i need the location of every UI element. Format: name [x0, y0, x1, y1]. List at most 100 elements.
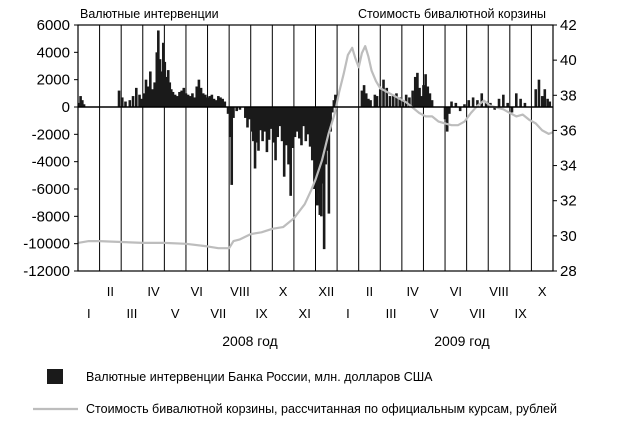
intervention-bar [334, 94, 337, 107]
intervention-bar [289, 107, 292, 196]
intervention-bar [188, 96, 192, 107]
month-label: XI [299, 306, 311, 321]
left-tick-label: -2000 [32, 126, 70, 143]
intervention-bar [228, 107, 232, 138]
intervention-bar [253, 107, 257, 169]
intervention-bar [308, 107, 312, 147]
right-tick-label: 30 [560, 228, 577, 245]
left-tick-label: 4000 [37, 44, 70, 61]
right-tick-label: 40 [560, 52, 577, 69]
intervention-bar [230, 107, 234, 185]
intervention-bar [322, 107, 326, 250]
intervention-bar [378, 89, 382, 107]
intervention-bar [201, 93, 205, 107]
intervention-bar [326, 107, 329, 151]
intervention-bar [191, 93, 194, 107]
intervention-bar [395, 93, 398, 107]
intervention-bar [514, 93, 518, 107]
intervention-bar [258, 107, 262, 131]
intervention-bar [184, 93, 188, 107]
intervention-bar [329, 107, 332, 132]
intervention-bar [306, 107, 310, 135]
intervention-bar [250, 107, 254, 132]
left-axis-ticks: 6000 4000 2000 0 -2000 -4000 -6000 -8000 -10000 -… [23, 17, 78, 280]
intervention-bar [206, 97, 209, 107]
intervention-bar [171, 91, 175, 107]
intervention-bar [160, 71, 164, 107]
intervention-bar [82, 104, 86, 107]
intervention-bar [165, 76, 168, 107]
intervention-bar [186, 94, 190, 107]
intervention-bar [543, 89, 547, 107]
month-label: VI [450, 284, 462, 299]
intervention-bar [257, 107, 260, 151]
intervention-bar [246, 107, 249, 128]
month-label: II [107, 284, 114, 299]
intervention-bar [77, 102, 81, 107]
intervention-bar [369, 100, 372, 107]
intervention-bar [480, 93, 484, 107]
intervention-bar [235, 107, 238, 112]
intervention-bar [367, 98, 370, 107]
intervention-bar [458, 107, 462, 112]
intervention-bar [169, 89, 173, 107]
left-tick-label: -6000 [32, 181, 70, 198]
intervention-bar [537, 79, 541, 107]
intervention-bar [413, 76, 417, 107]
intervention-bar [401, 100, 405, 107]
intervention-bar [151, 89, 154, 107]
left-axis-title: Валютные интервенции [80, 7, 219, 21]
intervention-bar [523, 102, 527, 107]
right-tick-label: 36 [560, 122, 577, 139]
month-label: IX [255, 306, 268, 321]
intervention-bar [248, 107, 251, 120]
month-labels-top-row: II IV VI VIII X XII II IV VI VIII X [107, 284, 547, 299]
intervention-bar [221, 98, 224, 107]
intervention-bar [272, 107, 275, 143]
intervention-bar [219, 97, 222, 107]
intervention-bar [197, 79, 201, 107]
intervention-bar [210, 94, 214, 107]
intervention-bar [471, 97, 475, 107]
intervention-bar [267, 107, 271, 140]
year-label-2009: 2009 год [434, 333, 489, 349]
intervention-bar [463, 104, 466, 107]
intervention-bar [120, 97, 124, 107]
month-label: XII [318, 284, 334, 299]
intervention-bar [493, 107, 497, 110]
intervention-bar [252, 107, 255, 142]
intervention-bar [195, 86, 199, 107]
intervention-bar [155, 52, 159, 107]
intervention-bar [81, 100, 84, 107]
intervention-bar [510, 107, 514, 113]
intervention-bar [176, 96, 179, 107]
intervention-bar [298, 107, 301, 139]
intervention-bar [134, 87, 138, 107]
intervention-bar [373, 94, 377, 107]
intervention-bar [212, 98, 216, 107]
intervention-bar [548, 101, 552, 107]
month-label: V [171, 306, 180, 321]
left-tick-label: 0 [62, 99, 70, 116]
month-label: X [538, 284, 547, 299]
intervention-bar [362, 85, 366, 107]
intervention-bar [404, 94, 408, 107]
intervention-bar [204, 94, 207, 107]
intervention-bar [445, 107, 449, 132]
intervention-bar [295, 107, 299, 132]
intervention-bar [324, 107, 327, 165]
intervention-bar [484, 101, 488, 107]
intervention-bar [450, 101, 453, 107]
month-label: IV [147, 284, 160, 299]
intervention-bar [199, 87, 203, 107]
intervention-bar [244, 107, 247, 118]
intervention-bar [226, 107, 230, 114]
intervention-bar [327, 107, 331, 214]
intervention-bar [157, 30, 160, 107]
intervention-bar [168, 82, 172, 107]
month-gridlines [99, 25, 532, 271]
intervention-bar [138, 94, 141, 107]
intervention-bars [77, 30, 552, 250]
intervention-bar [79, 96, 82, 107]
intervention-bar [422, 85, 425, 107]
